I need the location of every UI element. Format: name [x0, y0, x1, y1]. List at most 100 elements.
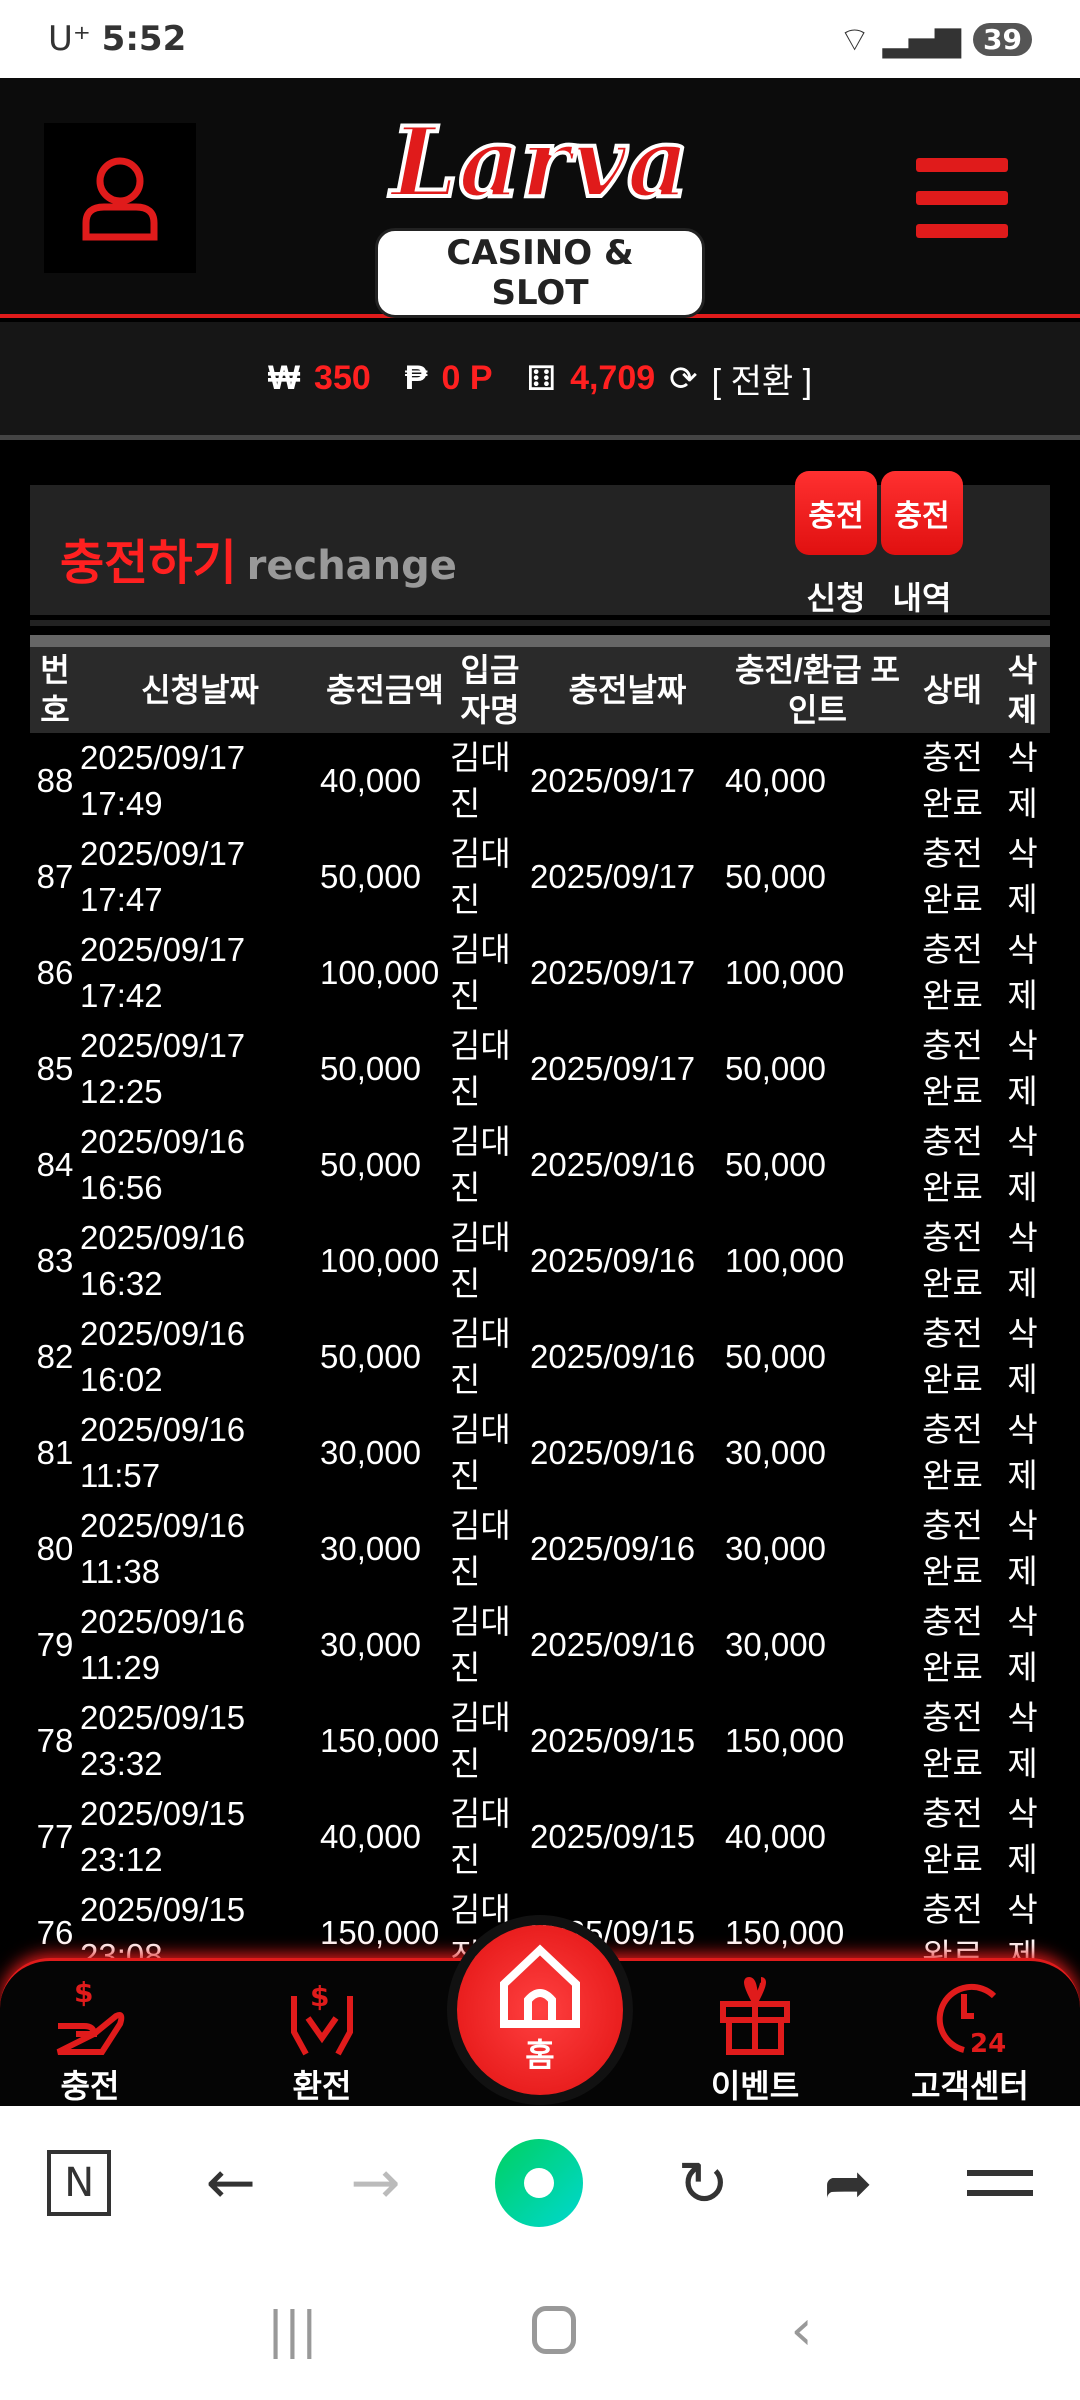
table-header: 번호 신청날짜 충전금액 입금자명 충전날짜 충전/환급 포인트 상태 삭제	[30, 641, 1050, 733]
row-delete[interactable]: 삭제	[1007, 931, 1038, 1014]
hands-dollar-icon: $	[291, 1980, 353, 2056]
row-amount: 100,000	[320, 954, 440, 991]
row-status: 충전완료	[922, 1411, 983, 1494]
status-bar: U⁺ 5:52 ⌔ ▂▄▆ 39	[0, 0, 1080, 78]
request-date: 2025/09/16	[80, 1219, 246, 1256]
refresh-icon[interactable]: ⟳	[669, 359, 698, 398]
col-points: 충전/환급 포인트	[735, 652, 900, 728]
col-request-date: 신청날짜	[141, 672, 259, 708]
row-points: 40,000	[725, 762, 826, 799]
row-no: 86	[36, 954, 74, 991]
table-row: 87 2025/09/17 17:47 50,000 김대진 2025/09/17 50,0…	[30, 829, 1050, 925]
svg-text:24: 24	[970, 2029, 1006, 2056]
row-charge-date: 2025/09/17	[530, 858, 696, 895]
table-row: 81 2025/09/16 11:57 30,000 김대진 2025/09/16 30,0…	[30, 1405, 1050, 1501]
row-delete[interactable]: 삭제	[1007, 1219, 1038, 1302]
charge-apply-button[interactable]: 충전	[795, 471, 877, 555]
row-delete[interactable]: 삭제	[1007, 1027, 1038, 1110]
row-charge-date: 2025/09/16	[530, 1338, 696, 1375]
request-time: 16:32	[80, 1265, 163, 1302]
user-button[interactable]	[44, 123, 196, 273]
nav-charge[interactable]: $ 충전	[0, 1971, 180, 2107]
green-dot-icon[interactable]	[494, 2139, 583, 2227]
request-time: 17:42	[80, 977, 163, 1014]
carrier: U⁺	[48, 19, 91, 59]
request-date: 2025/09/16	[80, 1411, 246, 1448]
row-charge-date: 2025/09/16	[530, 1626, 696, 1663]
charge-history-button[interactable]: 충전	[881, 471, 963, 555]
recent-apps-icon[interactable]: |||	[267, 2301, 318, 2359]
row-delete[interactable]: 삭제	[1007, 1699, 1038, 1782]
reload-icon[interactable]: ↻	[677, 2146, 730, 2220]
back-arrow-icon[interactable]: ←	[205, 2148, 256, 2218]
row-charge-date: 2025/09/17	[530, 954, 696, 991]
row-delete[interactable]: 삭제	[1007, 1603, 1038, 1686]
point-icon: ₱	[404, 359, 428, 397]
request-time: 23:12	[80, 1841, 163, 1878]
home-system-icon[interactable]	[532, 2306, 577, 2354]
row-depositor: 김대진	[450, 1123, 511, 1206]
row-amount: 30,000	[320, 1434, 421, 1471]
nav-support[interactable]: 24 고객센터	[880, 1971, 1060, 2107]
charge-apply-label[interactable]: 신청	[806, 579, 866, 617]
row-delete[interactable]: 삭제	[1007, 835, 1038, 918]
row-depositor: 김대진	[450, 931, 511, 1014]
row-delete[interactable]: 삭제	[1007, 1507, 1038, 1590]
hamburger-menu-icon[interactable]	[916, 158, 1008, 238]
row-amount: 30,000	[320, 1626, 421, 1663]
row-request-date: 2025/09/15 23:32	[80, 1693, 320, 1789]
naver-n-icon[interactable]: N	[47, 2150, 112, 2216]
row-charge-date: 2025/09/16	[530, 1530, 696, 1567]
table-row: 82 2025/09/16 16:02 50,000 김대진 2025/09/16 50,0…	[30, 1309, 1050, 1405]
request-date: 2025/09/17	[80, 931, 246, 968]
row-no: 79	[36, 1626, 74, 1663]
row-delete[interactable]: 삭제	[1007, 1411, 1038, 1494]
row-request-date: 2025/09/17 17:49	[80, 733, 320, 829]
wifi-icon: ⌔	[838, 19, 871, 60]
nav-home[interactable]: 홈	[457, 1925, 623, 2095]
nav-exchange[interactable]: $ 환전	[232, 1971, 412, 2107]
row-charge-date: 2025/09/16	[530, 1242, 696, 1279]
row-points: 40,000	[725, 1818, 826, 1855]
browser-menu-icon[interactable]	[966, 2170, 1033, 2196]
row-depositor: 김대진	[450, 1411, 511, 1494]
divider	[30, 620, 1050, 626]
balance-bar: ₩ 350 ₱ 0 P ⚅ 4,709 ⟳ [ 전환 ]	[0, 322, 1080, 440]
row-charge-date: 2025/09/16	[530, 1146, 696, 1183]
col-depositor: 입금자명	[460, 652, 520, 728]
row-delete[interactable]: 삭제	[1007, 1123, 1038, 1206]
site-header: Larva CASINO & SLOT	[0, 78, 1080, 318]
nav-event[interactable]: 이벤트	[665, 1971, 845, 2107]
logo[interactable]: Larva CASINO & SLOT	[375, 98, 705, 318]
row-delete[interactable]: 삭제	[1007, 1315, 1038, 1398]
row-no: 82	[36, 1338, 74, 1375]
col-delete: 삭제	[1007, 652, 1038, 728]
hand-dollar-icon: $	[56, 1976, 125, 2055]
table-row: 83 2025/09/16 16:32 100,000 김대진 2025/09/16 100…	[30, 1213, 1050, 1309]
row-delete[interactable]: 삭제	[1007, 1795, 1038, 1878]
charge-history-label[interactable]: 내역	[892, 579, 952, 617]
row-charge-date: 2025/09/15	[530, 1722, 696, 1759]
request-time: 11:29	[80, 1649, 161, 1686]
dice-icon: ⚅	[526, 359, 557, 398]
request-time: 16:56	[80, 1169, 163, 1206]
row-depositor: 김대진	[450, 1699, 511, 1782]
row-request-date: 2025/09/16 11:57	[80, 1405, 320, 1501]
convert-button[interactable]: [ 전환 ]	[711, 363, 813, 401]
row-request-date: 2025/09/16 11:29	[80, 1597, 320, 1693]
back-system-icon[interactable]: ‹	[790, 2297, 813, 2363]
request-date: 2025/09/16	[80, 1123, 246, 1160]
row-points: 50,000	[725, 1050, 826, 1087]
row-delete[interactable]: 삭제	[1007, 739, 1038, 822]
share-icon[interactable]: ➦	[823, 2149, 873, 2217]
col-no: 번호	[40, 652, 70, 728]
charge-history-table: 번호 신청날짜 충전금액 입금자명 충전날짜 충전/환급 포인트 상태 삭제 8…	[30, 635, 1050, 1981]
request-time: 12:25	[80, 1073, 163, 1110]
row-points: 100,000	[725, 1242, 845, 1279]
table-row: 78 2025/09/15 23:32 150,000 김대진 2025/09/15 150…	[30, 1693, 1050, 1789]
recharge-section-header: 충전하기 rechange 충전 충전 신청 내역	[30, 471, 1050, 617]
row-amount: 30,000	[320, 1530, 421, 1567]
row-status: 충전완료	[922, 739, 983, 822]
row-no: 83	[36, 1242, 74, 1279]
forward-arrow-icon[interactable]: →	[350, 2148, 401, 2218]
